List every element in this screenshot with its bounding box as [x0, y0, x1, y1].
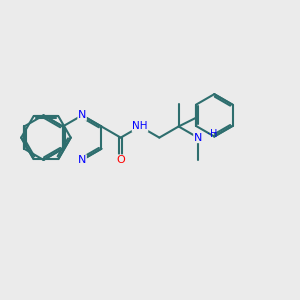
Text: N: N — [78, 155, 86, 165]
Text: N: N — [194, 133, 202, 142]
Text: NH: NH — [132, 122, 148, 131]
Text: N: N — [78, 110, 86, 120]
Text: O: O — [116, 155, 125, 165]
Text: ·H: ·H — [207, 129, 217, 139]
